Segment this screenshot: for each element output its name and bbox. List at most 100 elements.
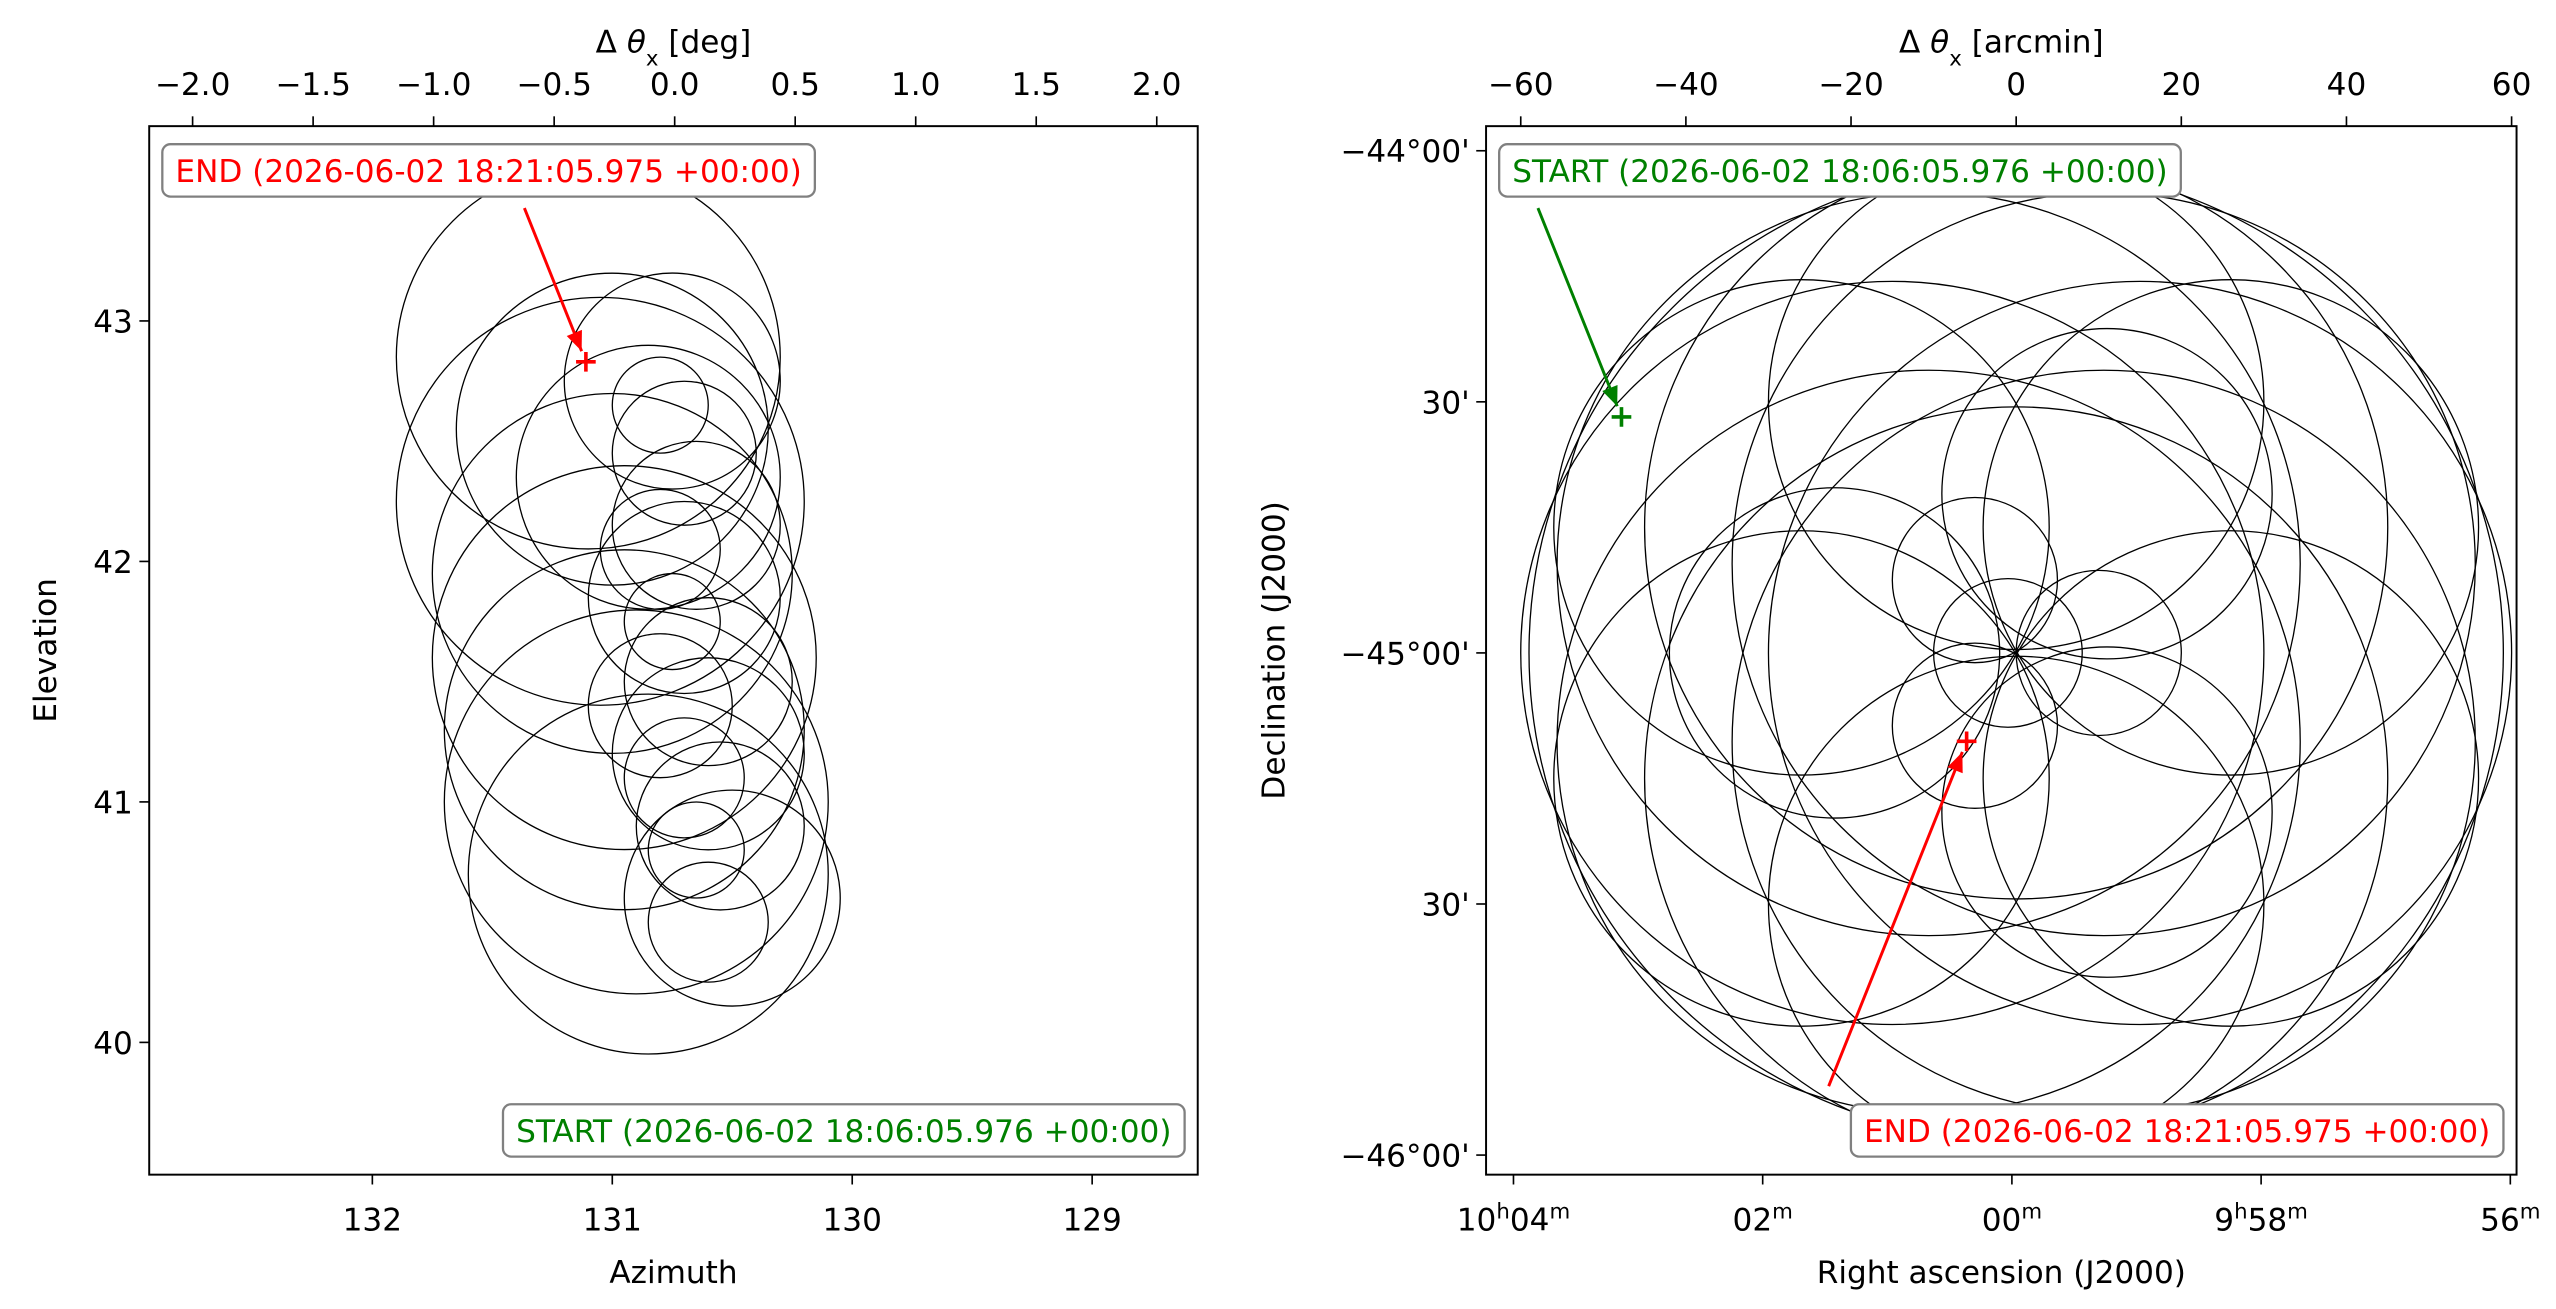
scan-circle [1767, 655, 2265, 1153]
scan-circle [431, 465, 817, 851]
y-tick-label: 42 [93, 545, 133, 581]
scan-circle [395, 164, 781, 550]
annotation-box [501, 1103, 1186, 1158]
annotation: START (2026-06-02 18:06:05.976 +00:00) [1498, 143, 2182, 198]
y-tick-label: 30' [1422, 887, 1470, 923]
x2-tick-label: −20 [1818, 67, 1884, 103]
annotation-text: START (2026-06-02 18:06:05.976 +00:00) [1512, 154, 2167, 190]
plot-area [1520, 153, 2513, 1153]
scan-circle [611, 380, 757, 526]
scan-circle [647, 801, 745, 899]
scan-circle [1767, 280, 2513, 1026]
x2-tick-label: 1.5 [1011, 67, 1060, 103]
x2-tick-label: −40 [1653, 67, 1719, 103]
scan-circle [611, 440, 781, 610]
x2-tick-label: 1.0 [891, 67, 940, 103]
scan-circle [1556, 191, 2301, 937]
y-tick-label: −45°00' [1340, 636, 1469, 672]
scan-circle [1643, 155, 2389, 900]
scan-circle [1520, 280, 2265, 1026]
scan-circle [623, 572, 721, 671]
x2-tick-label: 0 [2006, 67, 2026, 103]
scan-circle [611, 356, 709, 454]
scan-circle [647, 861, 769, 983]
x-tick-label: 00m [1982, 1199, 2042, 1238]
x-tick-label: 131 [583, 1202, 642, 1238]
x2-tick-label: −2.0 [155, 67, 231, 103]
x-tick-label: 129 [1062, 1202, 1121, 1238]
scan-circle [515, 344, 781, 610]
scan-circle [1553, 279, 2050, 776]
axes-frame [1485, 125, 2518, 1176]
x2-tick-label: 2.0 [1132, 67, 1181, 103]
annotation-box [1849, 1103, 2505, 1158]
scan-circle [563, 272, 781, 490]
scan-circle [635, 741, 805, 911]
y-tick-label: 30' [1422, 385, 1470, 421]
scan-circle [467, 693, 829, 1055]
marker [1611, 407, 1632, 427]
y-tick-label: −44°00' [1340, 134, 1469, 170]
marker [1956, 731, 1977, 752]
scan-circle [587, 633, 733, 779]
annotation: END (2026-06-02 18:21:05.975 +00:00) [161, 143, 817, 198]
annotation-arrow [523, 207, 584, 352]
axes-frame [148, 125, 1199, 1176]
scan-circle [1891, 496, 2059, 664]
x2-tick-label: −60 [1488, 67, 1554, 103]
scan-circle [1932, 577, 2083, 728]
x-tick-label: 9h58m [2214, 1199, 2308, 1238]
scan-circle [1941, 327, 2273, 660]
x2-tick-label: −1.5 [275, 67, 351, 103]
scan-circle [1731, 369, 2476, 1115]
scan-circle [1982, 530, 2480, 1027]
x2-tick-label: −0.5 [516, 67, 592, 103]
scan-circle [443, 609, 829, 995]
x2-axis-label: Δ θx [deg] [596, 24, 752, 71]
annotation-box [1498, 143, 2182, 198]
scan-circle [1643, 406, 2389, 1151]
circles [395, 164, 841, 1055]
x2-tick-label: −1.0 [396, 67, 472, 103]
x2-tick-label: 60 [2492, 67, 2532, 103]
scan-circle [443, 549, 805, 911]
scan-circle [623, 789, 841, 1007]
scan-circle [2015, 569, 2182, 737]
y-tick-label: 41 [93, 785, 133, 821]
annotation: END (2026-06-02 18:21:05.975 +00:00) [1849, 1103, 2505, 1158]
scan-circle [455, 272, 769, 586]
x2-axis-label: Δ θx [arcmin] [1899, 24, 2104, 71]
x-tick-label: 130 [823, 1202, 882, 1238]
y-tick-label: 43 [93, 304, 133, 340]
plot-area [395, 164, 841, 1055]
scan-circle [623, 717, 745, 839]
scan-circle [611, 657, 805, 851]
x2-tick-label: 0.5 [770, 67, 819, 103]
scan-circle [1731, 191, 2476, 937]
scan-circle [395, 296, 805, 706]
x-axis-label: Right ascension (J2000) [1817, 1255, 2186, 1291]
annotation-arrow [1827, 751, 1964, 1087]
x-tick-label: 02m [1733, 1199, 1793, 1238]
y-tick-label: −46°00' [1340, 1139, 1469, 1175]
scan-circle [1941, 646, 2273, 978]
x2-tick-label: 40 [2327, 67, 2367, 103]
marker [576, 351, 596, 372]
scan-circle [1767, 153, 2265, 651]
x2-tick-label: 0.0 [650, 67, 699, 103]
annotation: START (2026-06-02 18:06:05.976 +00:00) [501, 1103, 1186, 1158]
y-axis-label: Declination (J2000) [1257, 501, 1293, 799]
circles [1520, 153, 2513, 1153]
annotation-box [161, 143, 817, 198]
x-tick-label: 56m [2480, 1199, 2540, 1238]
scan-circle [623, 597, 793, 767]
scan-circle [1553, 530, 2050, 1027]
scan-circle [1668, 487, 2001, 819]
arrow-head [566, 329, 582, 352]
annotation-arrow [1536, 207, 1619, 407]
annotation-text: END (2026-06-02 18:21:05.975 +00:00) [175, 154, 801, 190]
scan-circle [1982, 279, 2480, 776]
scan-circle [1556, 369, 2301, 1115]
x-tick-label: 10h04m [1457, 1199, 1570, 1238]
x-tick-label: 132 [343, 1202, 402, 1238]
